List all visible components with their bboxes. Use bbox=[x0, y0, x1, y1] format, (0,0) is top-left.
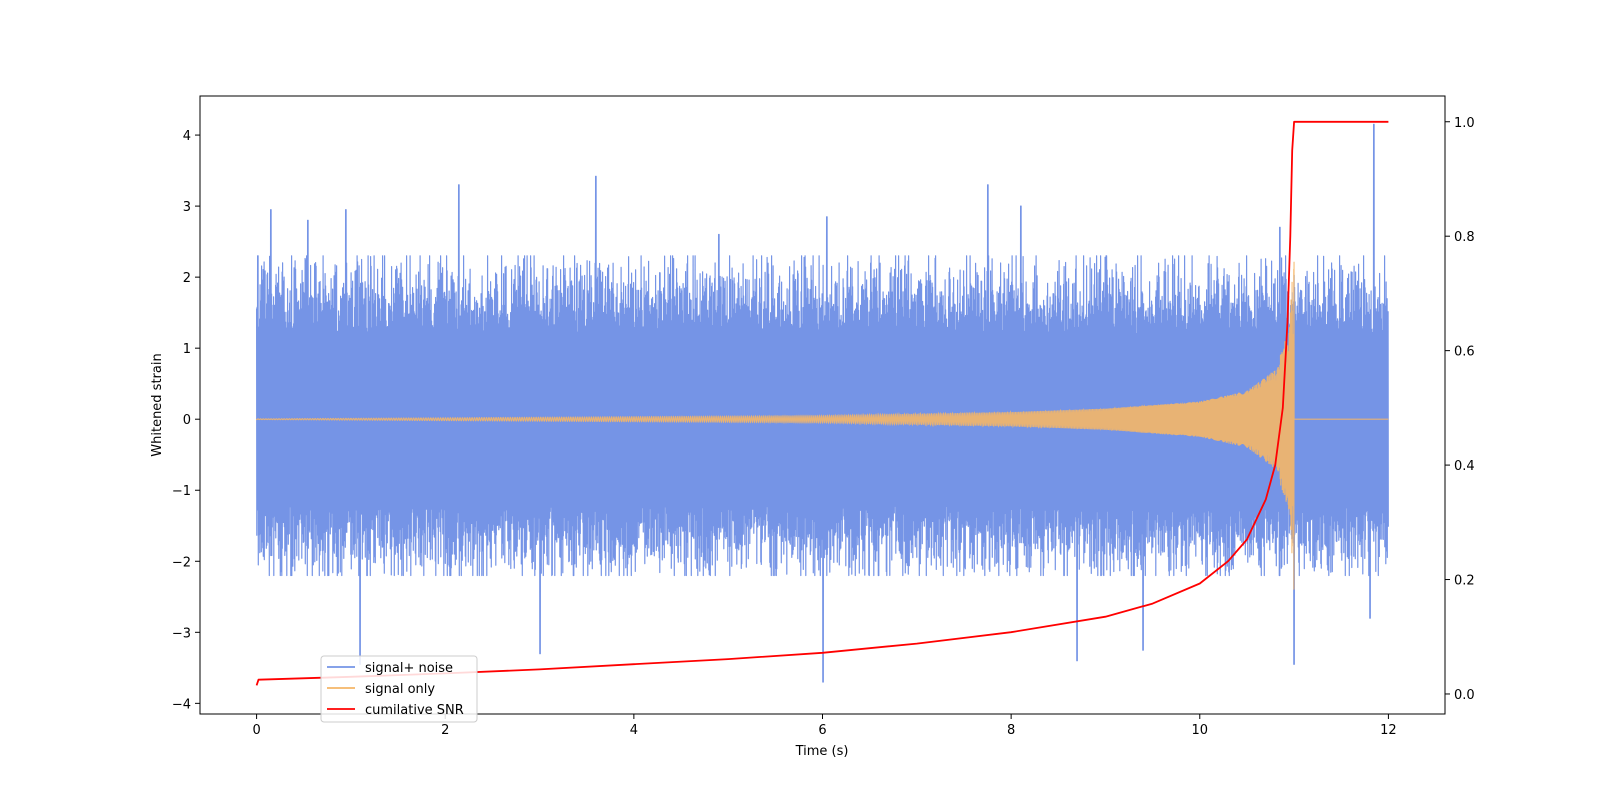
y-tick-label: 2 bbox=[183, 271, 191, 286]
y2-tick-label: 0.6 bbox=[1454, 345, 1475, 360]
x-tick-label: 2 bbox=[441, 723, 449, 738]
x-tick-label: 6 bbox=[818, 723, 826, 738]
x-tick-label: 10 bbox=[1191, 723, 1208, 738]
y-tick-label: 0 bbox=[183, 413, 191, 428]
legend-label-signal-only: signal only bbox=[365, 682, 435, 697]
y2-tick-label: 0.0 bbox=[1454, 688, 1475, 703]
y-tick-label: −1 bbox=[172, 484, 191, 499]
y-tick-label: 4 bbox=[183, 129, 191, 144]
y-axis-right: 0.0 0.2 0.4 0.6 0.8 1.0 bbox=[1445, 116, 1475, 703]
y-tick-label: −3 bbox=[172, 626, 191, 641]
legend-label-signal-noise: signal+ noise bbox=[365, 661, 453, 676]
y2-tick-label: 0.2 bbox=[1454, 574, 1475, 589]
series-cumulative-snr-line bbox=[255, 120, 1389, 686]
x-tick-label: 0 bbox=[252, 723, 260, 738]
y2-tick-label: 0.4 bbox=[1454, 459, 1475, 474]
legend-box bbox=[320, 655, 478, 723]
y2-tick-label: 1.0 bbox=[1454, 116, 1475, 131]
x-tick-label: 4 bbox=[630, 723, 638, 738]
x-tick-label: 8 bbox=[1007, 723, 1015, 738]
y-axis-label: Whitened strain bbox=[150, 353, 165, 456]
series-layer bbox=[255, 120, 1389, 686]
series-signal-only-line bbox=[256, 261, 1389, 590]
y-tick-label: −2 bbox=[172, 555, 191, 570]
x-axis: 0 2 4 6 8 10 12 bbox=[252, 714, 1397, 738]
y-axis-left: −4 −3 −2 −1 0 1 2 3 4 bbox=[172, 129, 200, 712]
legend: signal+ noise signal only cumilative SNR bbox=[320, 655, 478, 723]
y-tick-label: 1 bbox=[183, 342, 191, 357]
x-tick-label: 12 bbox=[1380, 723, 1397, 738]
y-tick-label: 3 bbox=[183, 200, 191, 215]
x-axis-label: Time (s) bbox=[795, 744, 849, 759]
y-tick-label: −4 bbox=[172, 697, 191, 712]
legend-label-cumulative-snr: cumilative SNR bbox=[365, 703, 464, 718]
y2-tick-label: 0.8 bbox=[1454, 230, 1475, 245]
